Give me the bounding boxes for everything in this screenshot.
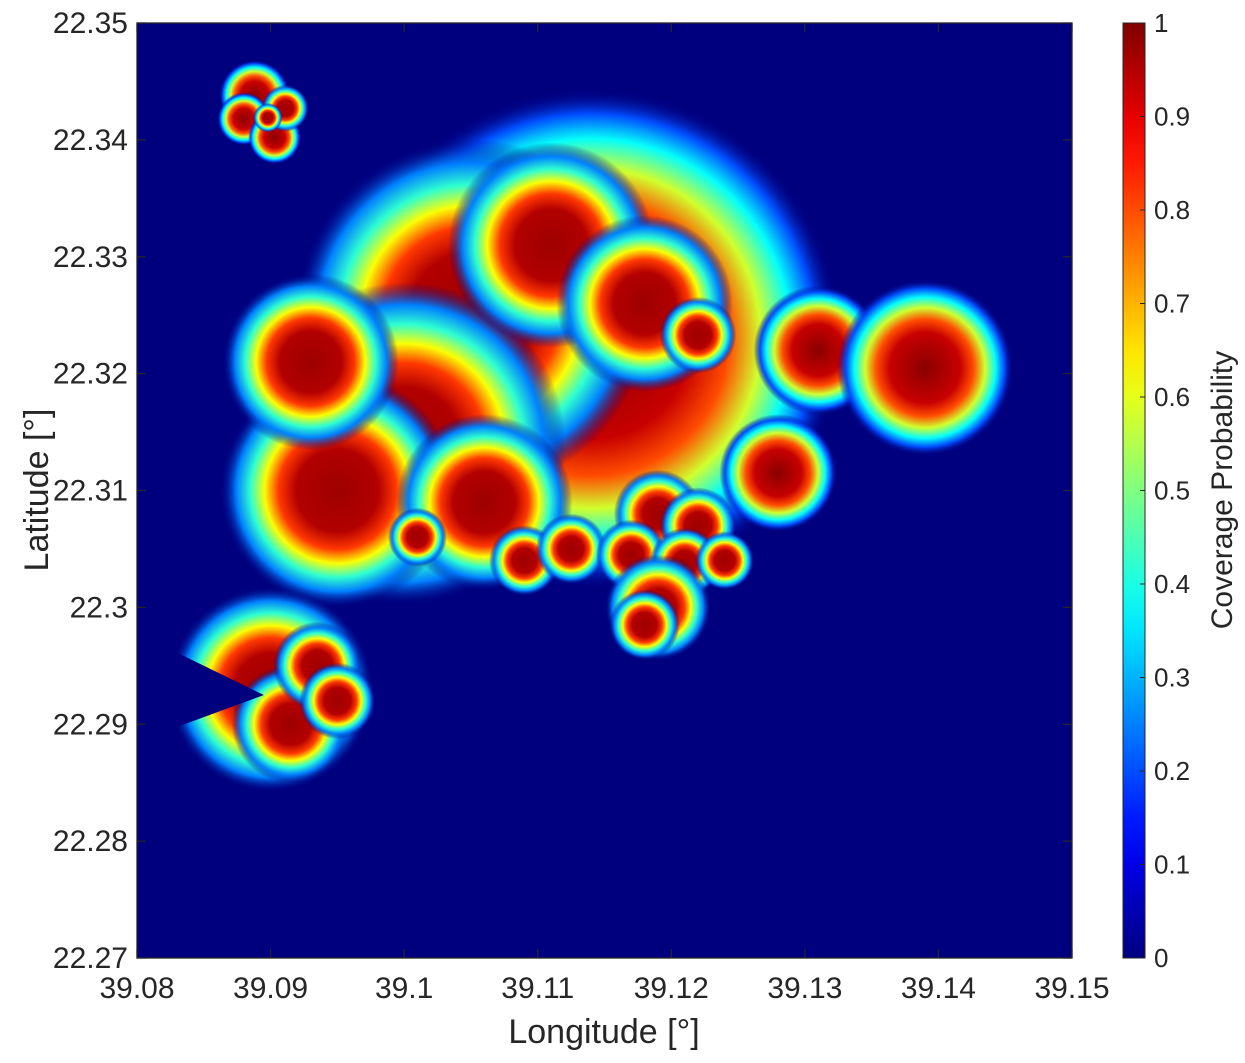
coverage-hotspot xyxy=(222,273,399,451)
coverage-hotspot xyxy=(253,102,283,133)
colorbar-tick-label: 0.8 xyxy=(1154,195,1190,225)
y-tick-label: 22.29 xyxy=(53,708,128,741)
x-tick-label: 39.11 xyxy=(501,972,574,1005)
y-tick-label: 22.3 xyxy=(70,591,128,624)
x-tick-label: 39.15 xyxy=(1034,972,1109,1005)
y-tick-label: 22.28 xyxy=(53,825,128,858)
colorbar-tick-label: 0.5 xyxy=(1154,476,1190,506)
x-axis-ticks: 39.08 39.09 39.1 39.11 39.12 39.13 39.14 39.15 xyxy=(99,23,1110,1005)
colorbar-tick-label: 1 xyxy=(1154,8,1168,38)
x-tick-label: 39.08 xyxy=(99,972,174,1005)
colorbar-tick-label: 0.6 xyxy=(1154,382,1190,412)
y-tick-label: 22.27 xyxy=(53,942,128,975)
colorbar-ticks: 0 0.1 0.2 0.3 0.4 0.5 0.6 0.7 0.8 0.9 1 xyxy=(1140,8,1190,973)
x-tick-label: 39.13 xyxy=(767,972,842,1005)
coverage-hotspot xyxy=(695,531,755,591)
x-tick-label: 39.1 xyxy=(375,972,433,1005)
y-tick-label: 22.32 xyxy=(53,358,128,391)
coverage-hotspot xyxy=(388,507,447,567)
coverage-hotspot xyxy=(609,589,680,661)
coverage-hotspot xyxy=(299,662,376,740)
coverage-hotspot xyxy=(659,296,737,374)
y-tick-label: 22.34 xyxy=(53,124,128,157)
y-tick-label: 22.35 xyxy=(53,7,128,40)
y-axis-ticks: 22.27 22.28 22.29 22.3 22.31 22.32 22.33 22.34 2… xyxy=(53,7,1072,975)
y-tick-label: 22.33 xyxy=(53,241,128,274)
y-tick-label: 22.31 xyxy=(53,475,128,508)
coverage-hotspot xyxy=(535,513,607,585)
x-axis-label: Longitude [°] xyxy=(508,1013,699,1051)
x-tick-label: 39.14 xyxy=(901,972,976,1005)
colorbar-tick-label: 0.2 xyxy=(1154,756,1190,786)
colorbar-tick-label: 0.7 xyxy=(1154,289,1190,319)
y-axis-label: Latitude [°] xyxy=(18,409,56,572)
colorbar-tick-label: 0.9 xyxy=(1154,102,1190,132)
shadow-wedge xyxy=(137,633,264,742)
colorbar-tick-label: 0.4 xyxy=(1154,569,1190,599)
x-tick-label: 39.09 xyxy=(233,972,308,1005)
coverage-hotspot xyxy=(836,279,1014,456)
coverage-hotspot xyxy=(719,414,837,532)
colorbar-tick-label: 0 xyxy=(1154,943,1168,973)
colorbar-tick-label: 0.1 xyxy=(1154,850,1190,880)
x-tick-label: 39.12 xyxy=(634,972,709,1005)
colorbar-label: Coverage Probability xyxy=(1206,351,1239,629)
heatmap-hotspots xyxy=(137,60,1014,793)
colorbar-tick-label: 0.3 xyxy=(1154,663,1190,693)
